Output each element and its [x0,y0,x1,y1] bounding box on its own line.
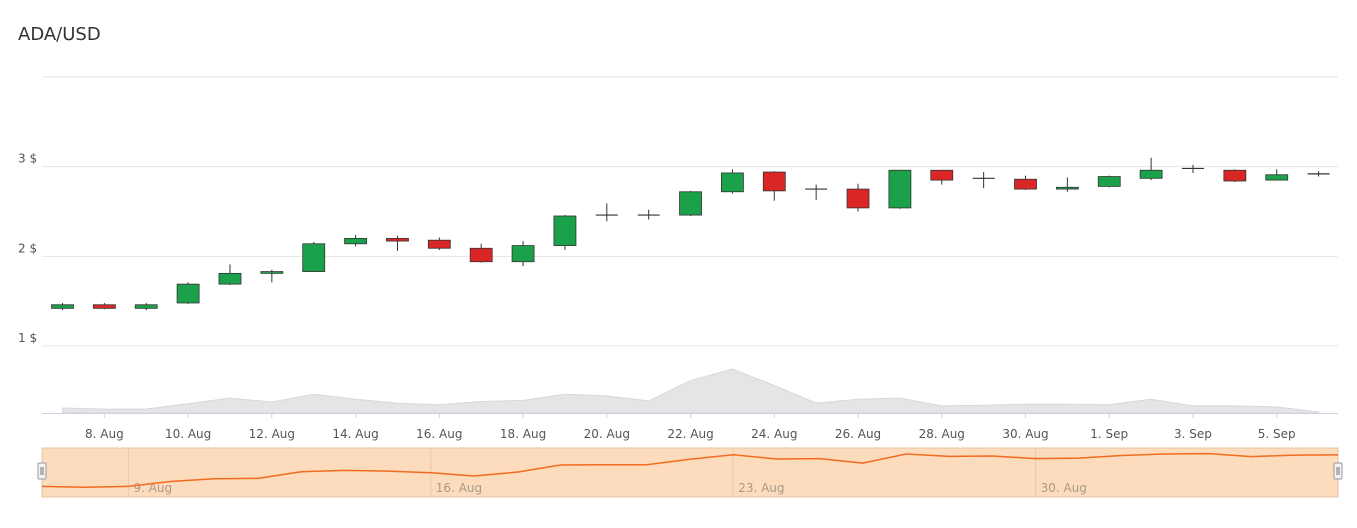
candle-body[interactable] [1139,169,1163,179]
navigator-label: 30. Aug [1041,481,1087,495]
navigator-left-handle[interactable] [37,462,47,480]
candle-body[interactable] [1097,176,1121,187]
navigator-right-handle[interactable] [1333,462,1343,480]
candle-body[interactable] [92,304,116,309]
x-tick-label: 26. Aug [835,427,881,441]
candle-body[interactable] [1014,178,1037,190]
candle-body[interactable] [344,237,367,245]
candle-body[interactable] [930,169,954,181]
candle-body[interactable] [511,245,535,263]
candle-body[interactable] [762,171,786,192]
navigator-label: 16. Aug [436,481,482,495]
x-tick-label: 24. Aug [751,427,797,441]
candle-body[interactable] [386,237,409,242]
candle-body[interactable] [218,272,242,285]
candle-body[interactable] [888,169,912,209]
x-tick-label: 14. Aug [332,427,378,441]
y-tick-label: 2 $ [18,241,37,255]
x-tick-label: 30. Aug [1002,427,1048,441]
x-tick-label: 20. Aug [584,427,630,441]
candle-body[interactable] [1055,186,1079,190]
candle-body[interactable] [302,243,326,272]
volume-area [62,368,1320,414]
x-tick-label: 18. Aug [500,427,546,441]
candle-body[interactable] [1265,174,1289,181]
x-tick-label: 16. Aug [416,427,462,441]
navigator-series-line [41,452,1339,489]
candle-body[interactable] [51,304,74,309]
candle-body[interactable] [134,304,158,309]
candle-body[interactable] [846,188,870,209]
x-tick-label: 28. Aug [919,427,965,441]
chart-title: ADA/USD [18,24,101,45]
y-tick-label: 3 $ [18,152,37,166]
y-tick-label: 1 $ [18,331,37,345]
candle-body[interactable] [176,283,200,304]
candle-body[interactable] [469,247,493,263]
candle-body[interactable] [721,172,744,193]
candle-body[interactable] [679,191,702,216]
candle-body[interactable] [553,215,577,246]
candle-body[interactable] [1223,169,1247,182]
x-tick-label: 22. Aug [667,427,713,441]
candle-body[interactable] [260,271,284,274]
navigator-label: 23. Aug [738,481,784,495]
x-tick-label: 8. Aug [85,427,124,441]
x-tick-label: 12. Aug [249,427,295,441]
x-tick-label: 1. Sep [1090,427,1128,441]
candle-body[interactable] [427,239,451,249]
x-tick-label: 3. Sep [1174,427,1212,441]
x-tick-label: 10. Aug [165,427,211,441]
x-tick-label: 5. Sep [1258,427,1296,441]
